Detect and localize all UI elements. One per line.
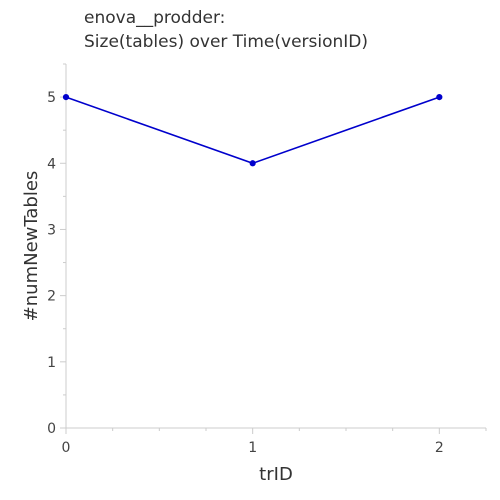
y-tick-label: 4 xyxy=(47,156,56,172)
x-tick-label: 2 xyxy=(435,440,444,456)
y-axis-title: #numNewTables xyxy=(21,171,42,322)
chart-title-line-1: enova__prodder: xyxy=(84,8,226,28)
series-layer xyxy=(62,93,443,167)
y-axis-ticks: 0 1 2 3 4 5 xyxy=(47,63,66,437)
x-axis-ticks: 0 1 2 xyxy=(62,428,487,456)
y-tick-label: 3 xyxy=(47,222,56,238)
x-tick-label: 1 xyxy=(248,440,257,456)
x-axis-title: trID xyxy=(259,464,293,485)
data-point xyxy=(249,160,256,167)
y-tick-label: 5 xyxy=(47,90,56,106)
x-tick-label: 0 xyxy=(62,440,71,456)
y-tick-label: 0 xyxy=(47,421,56,437)
data-point xyxy=(436,93,443,101)
series-line xyxy=(65,96,440,165)
y-tick-label: 2 xyxy=(47,289,56,305)
data-point xyxy=(62,93,70,101)
chart-title-line-2: Size(tables) over Time(versionID) xyxy=(84,32,369,52)
axes xyxy=(65,64,486,429)
y-tick-label: 1 xyxy=(47,355,56,371)
chart-title: enova__prodder: Size(tables) over Time(v… xyxy=(84,6,368,54)
